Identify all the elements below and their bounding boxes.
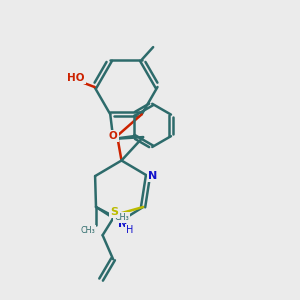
Text: CH₃: CH₃ bbox=[114, 213, 129, 222]
Text: HO: HO bbox=[67, 73, 85, 83]
Text: CH₃: CH₃ bbox=[80, 226, 95, 235]
Text: O: O bbox=[109, 131, 118, 141]
Text: N: N bbox=[118, 219, 127, 229]
Text: H: H bbox=[126, 225, 134, 235]
Text: S: S bbox=[111, 207, 119, 217]
Text: N: N bbox=[148, 171, 157, 181]
